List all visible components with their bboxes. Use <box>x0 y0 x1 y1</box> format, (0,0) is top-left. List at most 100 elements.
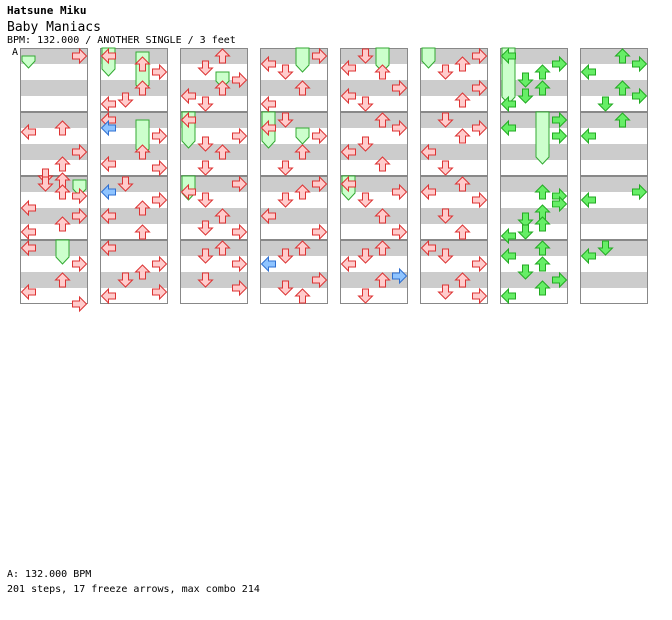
right-arrow-icon <box>72 47 88 65</box>
beat-stripe <box>100 192 168 208</box>
right-arrow-icon <box>152 255 168 273</box>
down-arrow-icon <box>437 64 454 80</box>
beat-stripe <box>340 256 408 272</box>
beat-stripe <box>180 96 248 112</box>
right-arrow-icon <box>472 287 488 305</box>
down-arrow-icon <box>277 280 294 296</box>
beat-stripe <box>260 288 328 304</box>
beat-stripe <box>500 288 568 304</box>
beat-stripe <box>260 240 328 256</box>
beat-stripe <box>180 64 248 80</box>
up-arrow-icon <box>54 184 71 200</box>
beat-stripe <box>580 224 648 240</box>
measure-block <box>100 48 168 112</box>
up-arrow-icon <box>374 112 391 128</box>
beat-stripe <box>340 224 408 240</box>
beat-stripe <box>420 144 488 160</box>
beat-stripe <box>340 208 408 224</box>
beat-stripe <box>260 48 328 64</box>
right-arrow-icon <box>312 223 328 241</box>
beat-stripe <box>580 80 648 96</box>
down-arrow-icon <box>437 284 454 300</box>
down-arrow-icon <box>517 212 534 228</box>
up-arrow-icon <box>534 216 551 232</box>
left-arrow-icon <box>500 247 516 265</box>
left-arrow-icon <box>260 95 276 113</box>
beat-stripe <box>500 144 568 160</box>
down-arrow-icon <box>197 272 214 288</box>
beat-stripe <box>580 144 648 160</box>
down-arrow-icon <box>37 176 54 192</box>
down-arrow-icon <box>357 248 374 264</box>
beat-stripe <box>100 256 168 272</box>
measure-block <box>20 240 88 304</box>
beat-stripe <box>500 48 568 64</box>
left-arrow-icon <box>340 255 356 273</box>
up-arrow-icon <box>294 288 311 304</box>
down-arrow-icon <box>357 96 374 112</box>
bpm-marker: A <box>12 47 19 58</box>
right-arrow-icon <box>472 79 488 97</box>
down-arrow-icon <box>197 160 214 176</box>
left-arrow-icon <box>100 207 116 225</box>
beat-stripe <box>20 96 88 112</box>
beat-stripe <box>420 272 488 288</box>
right-arrow-icon <box>232 223 248 241</box>
measure-block <box>580 176 648 240</box>
beat-stripe <box>420 112 488 128</box>
beat-stripe <box>20 288 88 304</box>
right-arrow-icon <box>392 183 408 201</box>
beat-stripe <box>420 128 488 144</box>
up-arrow-icon <box>214 240 231 256</box>
up-arrow-icon <box>374 240 391 256</box>
measure-block <box>260 112 328 176</box>
beat-stripe <box>20 240 88 256</box>
beat-stripe <box>20 160 88 176</box>
beat-stripe <box>500 112 568 128</box>
left-arrow-icon <box>20 283 36 301</box>
up-arrow-icon <box>534 280 551 296</box>
up-arrow-icon <box>134 224 151 240</box>
left-arrow-icon <box>20 223 36 241</box>
right-arrow-icon <box>312 127 328 145</box>
right-arrow-icon <box>152 63 168 81</box>
measure-block <box>260 240 328 304</box>
beat-stripe <box>20 176 88 192</box>
measure-block <box>500 48 568 112</box>
beat-stripe <box>420 176 488 192</box>
beat-stripe <box>580 208 648 224</box>
left-arrow-icon <box>260 119 276 137</box>
beat-stripe <box>340 128 408 144</box>
measure-block <box>20 112 88 176</box>
up-arrow-icon <box>614 48 631 64</box>
down-arrow-icon <box>437 248 454 264</box>
right-arrow-icon <box>152 159 168 177</box>
left-arrow-icon <box>420 239 436 257</box>
left-arrow-icon <box>500 287 516 305</box>
measure-block <box>340 176 408 240</box>
down-arrow-icon <box>357 288 374 304</box>
beat-stripe <box>580 64 648 80</box>
beat-stripe <box>260 128 328 144</box>
measure-block <box>100 112 168 176</box>
measure-block <box>500 240 568 304</box>
down-arrow-icon <box>197 220 214 236</box>
beat-stripe <box>20 272 88 288</box>
down-arrow-icon <box>277 248 294 264</box>
up-arrow-icon <box>54 120 71 136</box>
up-arrow-icon <box>54 156 71 172</box>
bpm-summary: A: 132.000 BPM <box>7 569 92 580</box>
beat-stripe <box>100 144 168 160</box>
down-arrow-icon <box>517 264 534 280</box>
measure-block <box>340 112 408 176</box>
beat-stripe <box>340 48 408 64</box>
beat-stripe <box>580 96 648 112</box>
beat-stripe <box>100 48 168 64</box>
beat-stripe <box>340 240 408 256</box>
up-arrow-icon <box>374 64 391 80</box>
beat-stripe <box>180 112 248 128</box>
down-arrow-icon <box>277 192 294 208</box>
freeze-arrow <box>21 55 36 69</box>
up-arrow-icon <box>134 144 151 160</box>
